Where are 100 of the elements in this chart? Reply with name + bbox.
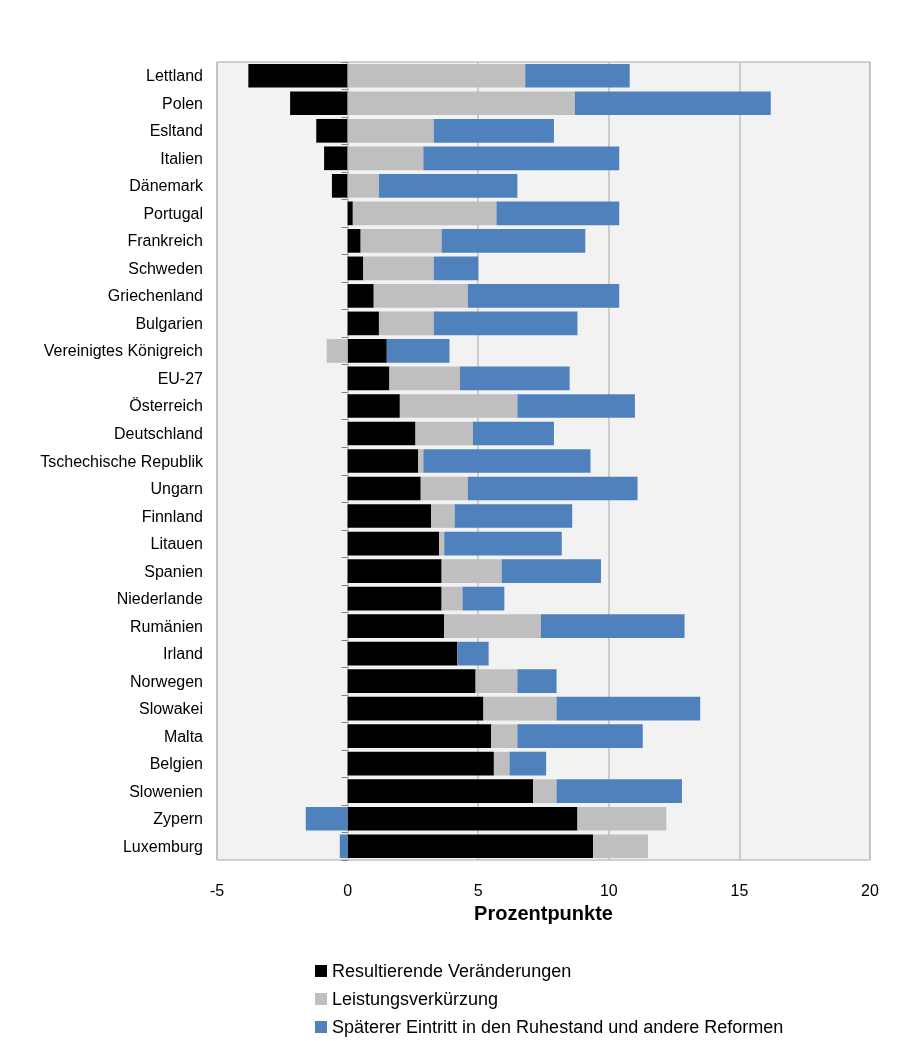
- bar: [347, 614, 445, 638]
- y-tick-label: Irland: [162, 645, 203, 663]
- bar: [378, 311, 434, 336]
- x-tick-label: 5: [473, 881, 483, 899]
- bar: [347, 339, 387, 363]
- y-tick-label: Zypern: [153, 810, 203, 828]
- bar: [454, 504, 573, 528]
- bar: [360, 229, 442, 253]
- x-tick-label: -5: [209, 881, 225, 899]
- bar: [517, 669, 557, 693]
- y-tick-label: Litauen: [150, 535, 203, 553]
- bar: [290, 91, 348, 116]
- bar: [386, 339, 450, 363]
- bar: [347, 256, 364, 281]
- bar: [347, 724, 492, 748]
- y-tick-label: Portugal: [143, 204, 203, 222]
- bar: [472, 421, 554, 446]
- bar: [433, 311, 578, 336]
- bar: [347, 421, 416, 446]
- bar: [420, 476, 468, 501]
- bar: [347, 806, 578, 831]
- bar: [363, 256, 434, 281]
- y-tick-label: EU-27: [157, 369, 204, 387]
- y-tick-label: Niederlande: [116, 590, 204, 608]
- y-tick-label: Slowakei: [138, 700, 203, 718]
- x-tick-label: 10: [599, 881, 618, 899]
- bar: [467, 284, 620, 308]
- bar: [517, 394, 635, 418]
- bar: [347, 559, 442, 583]
- bar: [556, 779, 682, 804]
- bar: [347, 834, 594, 859]
- y-tick-label: Vereinigtes Königreich: [43, 342, 203, 360]
- bar: [496, 201, 620, 226]
- bar: [433, 118, 554, 143]
- bar: [347, 394, 400, 418]
- bar: [441, 229, 586, 253]
- bar: [347, 229, 361, 253]
- bar: [574, 91, 771, 116]
- y-tick-label: Belgien: [149, 755, 203, 773]
- y-tick-label: Frankreich: [127, 232, 203, 250]
- bar: [347, 504, 432, 528]
- y-tick-label: Norwegen: [130, 672, 203, 690]
- bar: [248, 63, 348, 88]
- bar: [457, 641, 489, 666]
- y-tick-label: Österreich: [129, 397, 203, 415]
- bar: [347, 641, 458, 666]
- y-tick-label: Dänemark: [129, 177, 204, 195]
- bar: [483, 696, 557, 721]
- bar: [347, 311, 379, 336]
- bar: [467, 476, 638, 501]
- bar: [556, 696, 701, 721]
- y-tick-label: Spanien: [144, 562, 203, 580]
- legend-label: Späterer Eintritt in den Ruhestand und andere Reformen: [332, 1017, 784, 1037]
- y-tick-label: Tschechische Republik: [40, 452, 204, 470]
- bar: [316, 118, 348, 143]
- y-tick-label: Schweden: [128, 259, 203, 277]
- bar: [418, 449, 424, 473]
- y-tick-label: Finnland: [141, 507, 203, 525]
- bar: [378, 174, 518, 198]
- y-tick-label: Lettland: [146, 67, 203, 85]
- bar: [459, 366, 570, 391]
- bar: [462, 586, 505, 611]
- x-tick-label: 0: [343, 881, 353, 899]
- bar: [423, 449, 591, 473]
- bar: [347, 669, 476, 693]
- bar: [331, 174, 348, 198]
- bar: [525, 63, 630, 88]
- bar: [431, 504, 455, 528]
- bar: [347, 284, 374, 308]
- x-tick-label: 15: [730, 881, 749, 899]
- bar: [347, 779, 534, 804]
- bar: [441, 586, 463, 611]
- y-tick-label: Esltand: [149, 122, 203, 140]
- bar: [491, 724, 518, 748]
- y-tick-label: Ungarn: [150, 480, 203, 498]
- bar: [347, 201, 353, 226]
- y-tick-label: Deutschland: [114, 424, 203, 442]
- bar: [540, 614, 685, 638]
- bar: [423, 146, 620, 171]
- legend-label: Resultierende Veränderungen: [332, 961, 572, 981]
- bar: [347, 476, 421, 501]
- bar: [373, 284, 468, 308]
- bar: [347, 531, 440, 556]
- y-tick-label: Bulgarien: [135, 314, 203, 332]
- bar: [493, 751, 510, 776]
- bar: [347, 696, 484, 721]
- bar: [509, 751, 547, 776]
- y-tick-label: Rumänien: [130, 617, 203, 635]
- bar: [324, 146, 348, 171]
- x-tick-label: 20: [861, 881, 879, 899]
- bar: [305, 806, 348, 831]
- legend-label: Leistungsverkürzung: [332, 989, 499, 1009]
- bar: [389, 366, 460, 391]
- bar: [347, 449, 419, 473]
- x-axis-title: Prozentpunkte: [474, 901, 613, 924]
- y-tick-label: Malta: [163, 727, 204, 745]
- bar: [347, 751, 494, 776]
- y-tick-label: Slowenien: [129, 782, 203, 800]
- bar: [433, 256, 479, 281]
- bar: [339, 834, 348, 859]
